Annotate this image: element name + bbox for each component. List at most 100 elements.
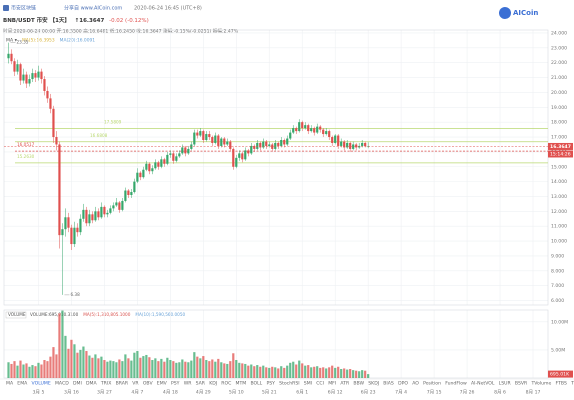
indicator-tab[interactable]: OBV: [143, 381, 154, 387]
indicator-tab[interactable]: FundFlow: [445, 381, 467, 387]
candle-body: [352, 144, 355, 149]
indicator-tab[interactable]: EMA: [17, 381, 28, 387]
volume-bar: [346, 369, 349, 378]
indicator-tab[interactable]: EMV: [157, 381, 168, 387]
ma-legend-item: MA(20):16.0091: [60, 38, 96, 44]
candle-body: [319, 126, 322, 130]
volume-bar: [190, 360, 193, 378]
volume-bar: [331, 365, 334, 378]
indicator-tab[interactable]: MFI: [328, 381, 336, 387]
volume-bar: [142, 356, 145, 378]
indicator-tab[interactable]: WR: [184, 381, 193, 387]
indicator-tab[interactable]: Position: [423, 381, 441, 387]
candle-body: [238, 153, 241, 158]
indicator-tab[interactable]: DMA: [86, 381, 98, 387]
indicator-tab[interactable]: BRAR: [116, 381, 129, 387]
volume-bar: [154, 358, 157, 378]
indicator-tab[interactable]: BIAS: [383, 381, 394, 387]
candle-body: [145, 163, 148, 170]
volume-bar: [235, 360, 238, 378]
volume-bar: [364, 370, 367, 378]
indicator-tab[interactable]: TTMU: [570, 381, 574, 387]
volume-bar: [88, 355, 91, 378]
indicator-tab[interactable]: SAR: [196, 381, 206, 387]
indicator-tab[interactable]: BOLL: [250, 381, 262, 387]
indicator-tab[interactable]: StochRSI: [279, 381, 299, 387]
indicator-tab[interactable]: CCI: [316, 381, 324, 387]
candle-body: [25, 74, 28, 84]
volume-bar: [160, 358, 163, 378]
indicator-tab[interactable]: AI-NetVOL: [471, 381, 495, 387]
indicator-tab[interactable]: AO: [412, 381, 419, 387]
x-tick-label: 4月 18: [163, 390, 178, 396]
candle-body: [265, 141, 268, 146]
candle-body: [127, 190, 130, 195]
share[interactable]: 分享自 www.AICoin.com: [64, 5, 122, 12]
indicator-tab[interactable]: VOLUME: [32, 381, 51, 387]
candle-body: [160, 159, 163, 167]
indicator-tab[interactable]: SKDJ: [368, 381, 379, 387]
indicator-tab[interactable]: BBW: [353, 381, 364, 387]
indicator-tab[interactable]: MTM: [236, 381, 247, 387]
volume-bar: [199, 358, 202, 378]
volume-bar: [64, 335, 67, 378]
candle-body: [31, 73, 34, 80]
indicator-tab[interactable]: TRIX: [100, 381, 112, 387]
candle-body: [130, 192, 133, 195]
volume-bar: [295, 364, 298, 378]
x-tick-label: 3月 27: [97, 390, 112, 396]
volume-bar: [94, 354, 97, 378]
volume-bar: [286, 365, 289, 378]
indicator-tab[interactable]: PSY: [171, 381, 180, 387]
candle-body: [280, 140, 283, 146]
candle-body: [286, 138, 289, 145]
indicator-tab[interactable]: FTBS: [556, 381, 567, 387]
candle-body: [328, 131, 331, 138]
indicator-tab[interactable]: ATR: [340, 381, 350, 387]
volume-bar: [181, 359, 184, 378]
indicator-tab[interactable]: LSUR: [499, 381, 512, 387]
source[interactable]: 币安区块链: [11, 5, 36, 12]
indicator-tab[interactable]: KDJ: [209, 381, 217, 387]
candle-body: [34, 73, 37, 78]
indicator-tab[interactable]: PSY: [266, 381, 275, 387]
volume-bar: [25, 363, 28, 378]
volume-bar: [103, 360, 106, 378]
candle-body: [256, 142, 259, 149]
candle-body: [250, 145, 253, 154]
volume-bar: [322, 367, 325, 378]
candle-body: [88, 214, 91, 224]
volume-tick-label: 5.00M: [551, 347, 565, 353]
volume-bar: [55, 354, 58, 378]
indicator-tab[interactable]: TVolume: [530, 381, 551, 387]
change: -0.02 (-0.12%): [109, 18, 149, 24]
candle-body: [199, 131, 202, 136]
volume-bar: [265, 367, 268, 378]
indicator-tab[interactable]: MA: [6, 381, 14, 387]
candle-body: [139, 172, 142, 178]
volume-bar: [256, 365, 259, 378]
indicator-tab[interactable]: VR: [132, 381, 139, 387]
grid: [4, 30, 548, 378]
candle-body: [91, 214, 94, 221]
indicator-tab[interactable]: DMI: [73, 381, 82, 387]
candle-body: [229, 141, 232, 149]
volume-bar: [220, 362, 223, 378]
x-tick-label: 4月 7: [131, 390, 143, 396]
candle-body: [154, 162, 157, 169]
volume-bar: [49, 356, 52, 378]
x-tick-label: 7月 4: [395, 390, 407, 396]
candle-body: [244, 150, 247, 160]
candle-body: [274, 142, 277, 149]
indicator-tab[interactable]: BSVR: [515, 381, 528, 387]
candle-body: [82, 209, 85, 219]
indicator-tab[interactable]: SMI: [304, 381, 312, 387]
volume-bar: [127, 358, 130, 378]
indicator-tab[interactable]: MACD: [55, 381, 69, 387]
volume-bar: [46, 361, 49, 378]
volume-bar: [313, 366, 316, 378]
indicator-tab[interactable]: ROC: [221, 381, 231, 387]
level-label: 16.6808: [90, 133, 108, 138]
indicator-tab[interactable]: DPO: [398, 381, 408, 387]
candle-body: [106, 212, 109, 215]
